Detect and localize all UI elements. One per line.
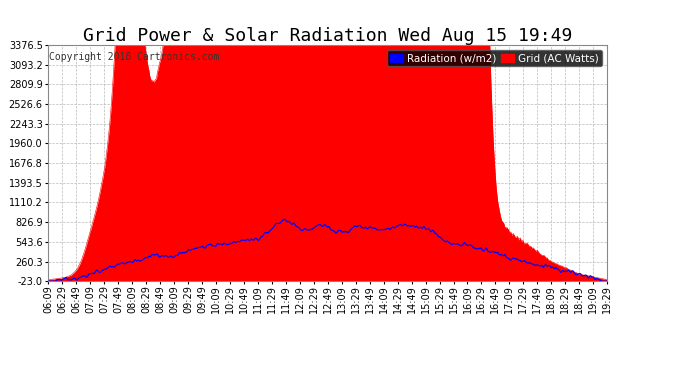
Text: Copyright 2018 Cartronics.com: Copyright 2018 Cartronics.com: [50, 52, 220, 62]
Legend: Radiation (w/m2), Grid (AC Watts): Radiation (w/m2), Grid (AC Watts): [387, 50, 602, 66]
Title: Grid Power & Solar Radiation Wed Aug 15 19:49: Grid Power & Solar Radiation Wed Aug 15 …: [83, 27, 573, 45]
